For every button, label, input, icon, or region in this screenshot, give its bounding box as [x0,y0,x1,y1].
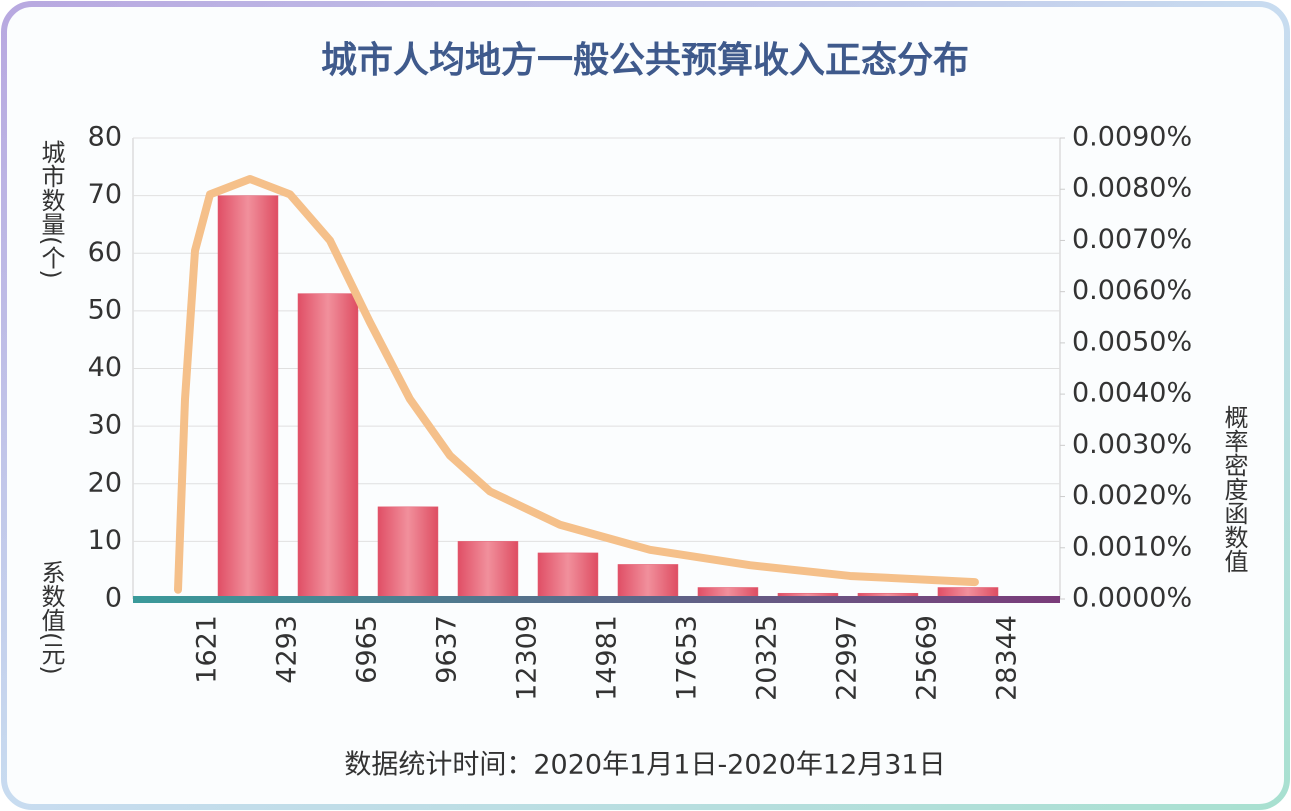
y-tick-label: 40 [88,352,122,383]
y-tick-label: 30 [88,410,122,441]
x-tick-label: 1621 [191,615,222,684]
chart-title: 城市人均地方一般公共预算收入正态分布 [321,40,969,81]
y-tick-label: 60 [88,237,122,268]
y2-tick-label: 0.0030% [1072,429,1192,460]
density-line [173,174,979,594]
y2-tick-label: 0.0060% [1072,275,1192,306]
x-tick-label: 22997 [831,615,862,701]
y-axis-label: 城市数量(个) [37,140,65,279]
x-tick-label: 4293 [271,615,302,684]
y2-tick-label: 0.0010% [1072,531,1192,562]
x-tick-label: 25669 [911,615,942,701]
y-tick-label: 10 [88,525,122,556]
y2-tick-label: 0.0080% [1072,173,1192,204]
x-tick-label: 14981 [591,615,622,701]
y2-tick-label: 0.0040% [1072,378,1192,409]
bar [617,564,679,600]
x-tick-label: 20325 [751,615,782,701]
baseline [133,596,1060,603]
x-tick-label: 28344 [992,615,1023,701]
x-tick-label: 17653 [671,615,702,701]
bar [377,506,439,600]
y2-tick-label: 0.0050% [1072,326,1192,357]
y2-tick-label: 0.0070% [1072,224,1192,255]
y-tick-label: 0 [105,583,122,614]
bar [217,195,279,600]
y2-axis-label: 概率密度函数值 [1220,405,1248,573]
x-tick-label: 6965 [351,615,382,684]
bar [297,293,359,600]
y2-tick-label: 0.0090% [1072,122,1192,153]
y2-tick-label: 0.0000% [1072,583,1192,614]
footnote: 数据统计时间：2020年1月1日-2020年12月31日 [344,750,945,781]
y-tick-label: 50 [88,294,122,325]
y-tick-label: 70 [88,179,122,210]
y2-tick-label: 0.0020% [1072,480,1192,511]
bar [537,552,599,600]
x-tick-label: 9637 [431,615,462,684]
y-tick-label: 20 [88,467,122,498]
bar [457,541,519,600]
y-tick-label: 80 [88,122,122,153]
x-tick-label: 12309 [511,615,542,701]
x-axis-label: 系数值(元) [37,560,65,675]
